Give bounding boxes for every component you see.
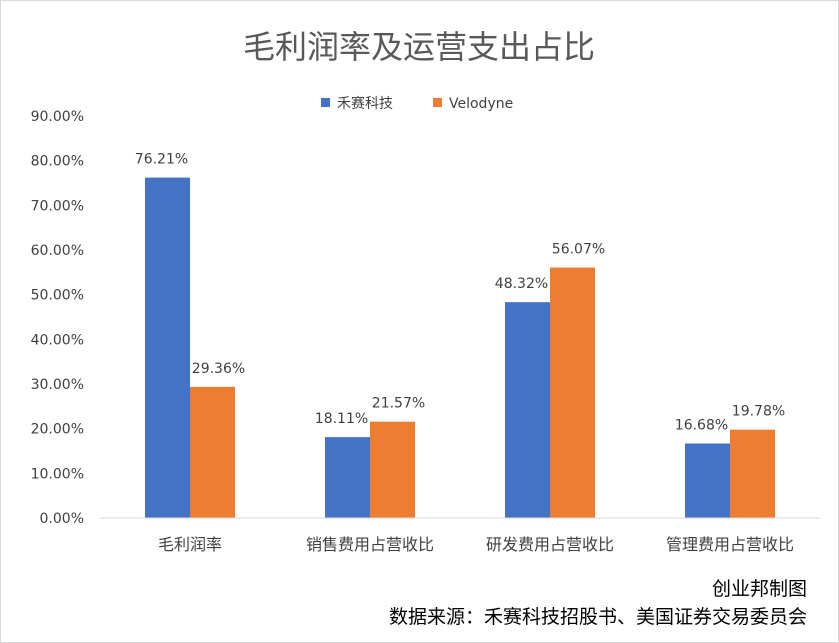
category-label: 研发费用占营收比 [486,535,614,554]
data-label: 48.32% [495,276,548,292]
legend-label: 禾赛科技 [337,96,393,112]
y-tick-label: 0.00% [40,511,84,527]
data-source: 数据来源：禾赛科技招股书、美国证券交易委员会 [388,606,807,628]
data-label: 56.07% [552,242,605,258]
bar-hesai [505,302,550,518]
data-label: 19.78% [732,404,785,420]
category-label: 销售费用占营收比 [306,535,434,554]
category-label: 毛利润率 [158,535,222,554]
bars [145,177,775,518]
legend: 禾赛科技 Velodyne [321,96,513,112]
bar-velodyne [190,386,235,518]
y-tick-label: 50.00% [31,288,84,304]
y-tick-label: 70.00% [31,198,84,214]
y-tick-label: 20.00% [31,422,84,438]
bar-hesai [145,177,190,518]
legend-swatch [433,98,442,107]
bar-hesai [325,437,370,518]
y-tick-label: 10.00% [31,466,84,482]
legend-label: Velodyne [449,96,513,112]
data-label: 16.68% [675,417,728,433]
bar-velodyne [550,267,595,518]
y-tick-label: 60.00% [31,243,84,259]
y-tick-label: 80.00% [31,154,84,170]
chart-title: 毛利润率及运营支出占比 [243,28,595,66]
bar-velodyne [370,421,415,518]
y-tick-label: 30.00% [31,377,84,393]
data-label: 21.57% [372,396,425,412]
y-tick-label: 90.00% [31,109,84,125]
x-axis: 毛利润率 销售费用占营收比 研发费用占营收比 管理费用占营收比 [100,517,820,554]
chart-credit: 创业邦制图 [711,578,807,600]
bar-velodyne [730,429,775,518]
data-label: 18.11% [315,411,368,427]
bar-hesai [685,443,730,518]
data-label: 76.21% [135,152,188,168]
data-labels: 76.21% 29.36% 18.11%21.57% 48.32% 56.07% 16.6… [135,152,785,434]
y-axis: 0.00% 10.00% 20.00% 30.00% 40.00% 50.00% 60.00… [31,109,84,527]
y-tick-label: 40.00% [31,332,84,348]
data-label: 29.36% [192,361,245,377]
category-label: 管理费用占营收比 [666,535,794,554]
legend-swatch [321,98,330,107]
